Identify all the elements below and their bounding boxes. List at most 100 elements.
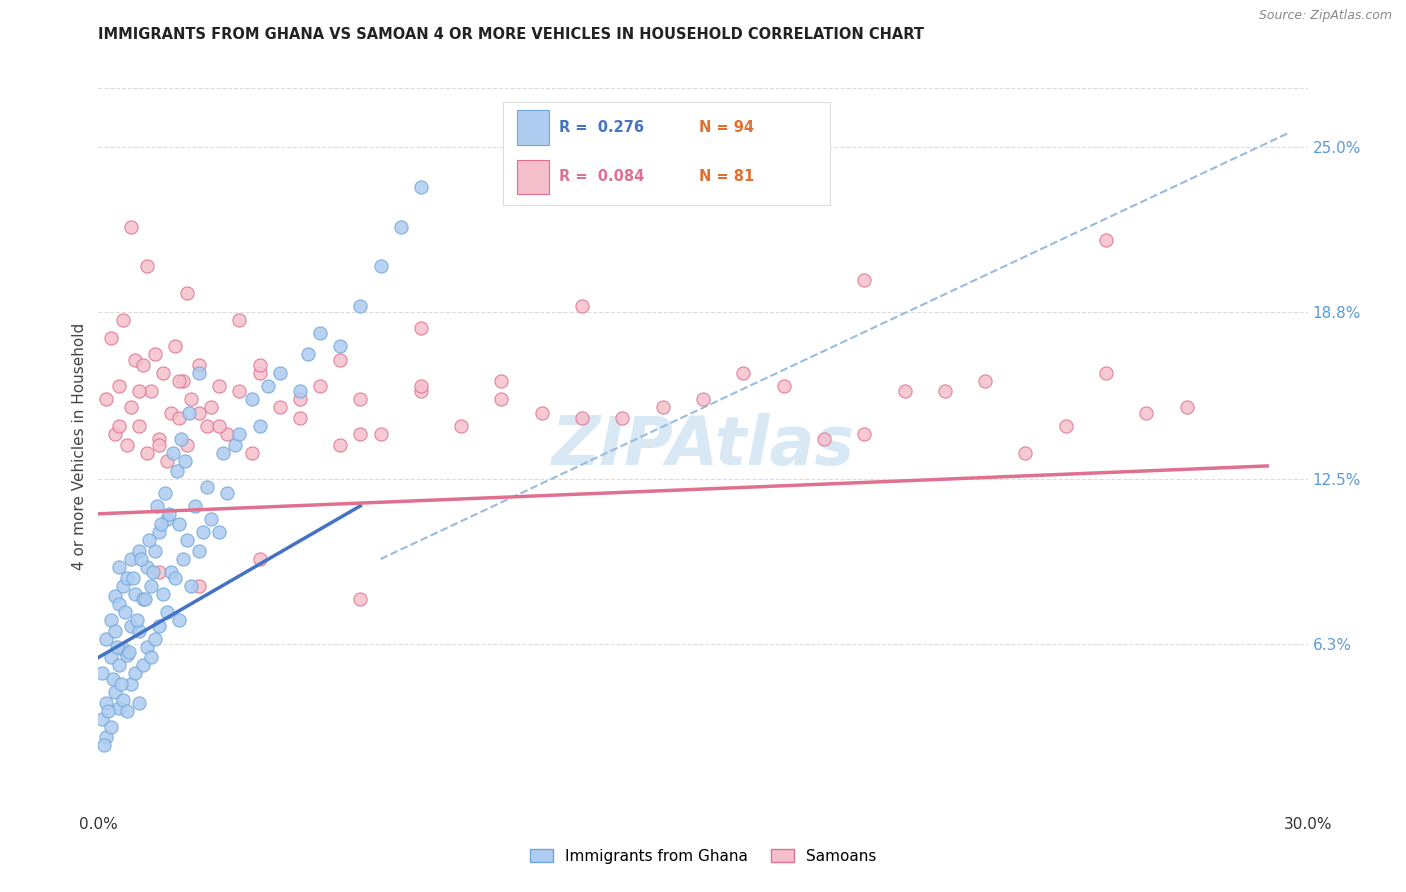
- Point: [100, 331, 122, 345]
- Point: [156, 512, 179, 526]
- Point: [96, 632, 118, 646]
- Point: [1054, 419, 1077, 434]
- Point: [132, 591, 155, 606]
- Point: [139, 650, 162, 665]
- Point: [309, 326, 332, 340]
- Point: [148, 525, 170, 540]
- Point: [153, 485, 176, 500]
- Point: [115, 704, 138, 718]
- Point: [389, 219, 412, 234]
- Point: [157, 507, 180, 521]
- Point: [349, 299, 371, 313]
- Point: [180, 392, 202, 407]
- Point: [107, 658, 129, 673]
- Point: [103, 589, 125, 603]
- Point: [107, 379, 129, 393]
- Point: [128, 419, 150, 434]
- Point: [96, 696, 118, 710]
- Point: [163, 571, 186, 585]
- Point: [217, 485, 239, 500]
- Point: [176, 533, 198, 548]
- Point: [125, 613, 148, 627]
- Point: [188, 544, 211, 558]
- Point: [132, 358, 155, 372]
- Point: [349, 392, 371, 407]
- Point: [100, 613, 122, 627]
- Point: [121, 571, 143, 585]
- Point: [115, 438, 138, 452]
- Point: [96, 731, 118, 745]
- Point: [176, 286, 198, 301]
- Point: [138, 533, 160, 548]
- Point: [224, 438, 246, 452]
- Point: [107, 597, 129, 611]
- Point: [772, 379, 794, 393]
- Point: [188, 358, 211, 372]
- Point: [349, 427, 371, 442]
- Point: [167, 374, 190, 388]
- Point: [217, 427, 239, 442]
- Point: [163, 339, 186, 353]
- Point: [184, 499, 207, 513]
- Point: [195, 480, 218, 494]
- Point: [132, 658, 155, 673]
- Point: [120, 677, 142, 691]
- Point: [139, 579, 162, 593]
- Point: [97, 704, 120, 718]
- Point: [329, 438, 352, 452]
- Y-axis label: 4 or more Vehicles in Household: 4 or more Vehicles in Household: [72, 322, 87, 570]
- Point: [409, 320, 432, 334]
- Point: [893, 384, 915, 399]
- Point: [118, 645, 141, 659]
- Point: [111, 312, 134, 326]
- Point: [162, 445, 184, 459]
- Point: [146, 499, 169, 513]
- Point: [249, 552, 271, 566]
- Point: [152, 366, 174, 380]
- Point: [142, 566, 165, 580]
- Point: [128, 696, 150, 710]
- Point: [249, 366, 271, 380]
- Point: [114, 605, 136, 619]
- Point: [1014, 445, 1036, 459]
- Point: [152, 586, 174, 600]
- Point: [409, 379, 432, 393]
- Point: [228, 427, 250, 442]
- Point: [491, 392, 513, 407]
- Point: [107, 560, 129, 574]
- Point: [288, 384, 311, 399]
- Point: [128, 384, 150, 399]
- Point: [160, 566, 183, 580]
- Point: [934, 384, 956, 399]
- Point: [148, 433, 170, 447]
- Point: [180, 579, 202, 593]
- Point: [692, 392, 714, 407]
- Point: [188, 579, 211, 593]
- Point: [143, 347, 166, 361]
- Text: IMMIGRANTS FROM GHANA VS SAMOAN 4 OR MORE VEHICLES IN HOUSEHOLD CORRELATION CHAR: IMMIGRANTS FROM GHANA VS SAMOAN 4 OR MOR…: [98, 27, 924, 42]
- Point: [172, 552, 194, 566]
- Point: [135, 560, 157, 574]
- Point: [1175, 401, 1198, 415]
- Point: [103, 685, 125, 699]
- Point: [100, 720, 122, 734]
- Point: [349, 591, 371, 606]
- Point: [212, 445, 235, 459]
- Point: [148, 438, 170, 452]
- Point: [1135, 406, 1157, 420]
- Point: [128, 544, 150, 558]
- Point: [249, 358, 271, 372]
- Point: [813, 433, 835, 447]
- Point: [149, 517, 172, 532]
- Point: [208, 419, 231, 434]
- Point: [240, 392, 263, 407]
- Point: [409, 179, 432, 194]
- Point: [733, 366, 755, 380]
- Point: [329, 352, 352, 367]
- Point: [124, 586, 146, 600]
- Point: [571, 299, 593, 313]
- Point: [139, 384, 162, 399]
- Point: [297, 347, 319, 361]
- Point: [166, 464, 188, 478]
- Point: [103, 624, 125, 638]
